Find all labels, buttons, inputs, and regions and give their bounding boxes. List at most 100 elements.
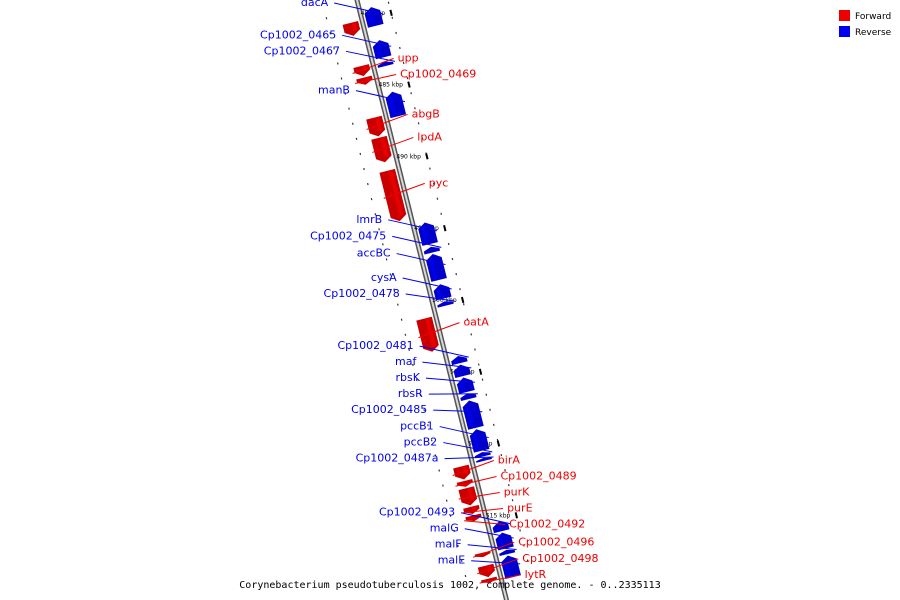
gene-label-purE[interactable]: purE: [507, 501, 532, 514]
gene-lytR-feature[interactable]: [481, 576, 498, 583]
tick-label: 485 kbp: [379, 82, 404, 89]
gene-label-leader: [419, 345, 469, 358]
gene-label-maf[interactable]: maf: [395, 355, 417, 368]
gene-label-lytR[interactable]: lytR: [525, 568, 547, 581]
gene-labels: dacA Cp1002_0465 Cp1002_0467 manB lmrB Cp1002…: [260, 0, 598, 584]
legend-forward-swatch: [839, 10, 850, 21]
legend-forward-label: Forward: [855, 12, 891, 22]
gene-arrow: [451, 355, 468, 366]
gene-arrow-highlight: [365, 77, 370, 81]
gene-label-upp[interactable]: upp: [398, 51, 419, 64]
gene-label-rbsK[interactable]: rbsK: [395, 371, 420, 384]
gene-label-pccB1[interactable]: pccB1: [400, 420, 434, 433]
gene-label-leader: [372, 136, 414, 153]
gene-label-leader: [479, 574, 521, 584]
gene-accBC-feature[interactable]: [426, 254, 447, 282]
gene-label-pccB2[interactable]: pccB2: [404, 436, 438, 449]
gene-malF-feature[interactable]: [499, 549, 516, 557]
gene-Cp1002_0478-feature[interactable]: [437, 301, 454, 308]
gene-label-leader: [471, 560, 521, 565]
gene-arrow: [476, 457, 492, 463]
gene-label-malE[interactable]: malE: [438, 554, 466, 567]
gene-arrow-highlight: [504, 560, 512, 578]
genome-axis: [354, 0, 510, 600]
gene-label-manB[interactable]: manB: [318, 84, 350, 97]
gene-label-lpdA[interactable]: lpdA: [417, 130, 442, 143]
gene-arrow: [460, 393, 477, 401]
gene-arrow-highlight: [462, 466, 468, 475]
gene-dacA-feature[interactable]: [364, 7, 384, 28]
gene-pccB2-feature[interactable]: [474, 452, 491, 459]
gene-label-dacA[interactable]: dacA: [301, 0, 329, 9]
gene-pccB1-feature[interactable]: [469, 429, 490, 453]
legend-forward[interactable]: Forward: [839, 10, 891, 22]
gene-arrow-highlight: [388, 96, 398, 117]
gene-purK-feature[interactable]: [458, 486, 478, 506]
gene-label-leader: [477, 558, 519, 575]
gene-label-leader: [402, 277, 452, 290]
gene-label-Cp1002_0478[interactable]: Cp1002_0478: [324, 287, 400, 300]
tick-mark: [425, 153, 429, 160]
gene-label-Cp1002_0465[interactable]: Cp1002_0465: [260, 28, 336, 41]
gene-label-leader: [334, 2, 384, 15]
gene-label-leader: [418, 322, 460, 339]
gene-label-Cp1002_0481[interactable]: Cp1002_0481: [338, 339, 414, 352]
gene-label-pyc[interactable]: pyc: [429, 176, 449, 189]
gene-Cp1002_0485-feature[interactable]: [462, 400, 484, 430]
gene-rbsR-feature[interactable]: [460, 393, 477, 401]
gene-label-cysA[interactable]: cysA: [371, 271, 397, 284]
gene-lmrB-feature[interactable]: [418, 222, 438, 246]
tick-mark: [496, 440, 501, 447]
gene-arrow: [364, 7, 384, 28]
gene-label-leader: [473, 541, 515, 558]
gene-arrow-highlight: [429, 259, 438, 281]
gene-Cp1002_0487a-feature[interactable]: [476, 457, 492, 463]
gene-label-Cp1002_0492[interactable]: Cp1002_0492: [509, 517, 585, 530]
gene-label-lmrB[interactable]: lmrB: [356, 213, 382, 226]
gene-label-malF[interactable]: malF: [435, 538, 462, 551]
gene-label-Cp1002_0498[interactable]: Cp1002_0498: [522, 552, 598, 565]
gene-label-leader: [405, 293, 455, 302]
gene-label-birA[interactable]: birA: [498, 453, 521, 466]
gene-label-Cp1002_0493[interactable]: Cp1002_0493: [379, 506, 455, 519]
gene-label-leader: [462, 507, 504, 514]
gene-label-Cp1002_0489[interactable]: Cp1002_0489: [500, 469, 576, 482]
gene-arrow-highlight: [380, 137, 389, 158]
gene-rbsK-feature[interactable]: [456, 377, 475, 394]
gene-label-leader: [444, 456, 494, 460]
gene-label-leader: [388, 219, 438, 232]
gene-manB-feature[interactable]: [385, 91, 407, 119]
gene-label-Cp1002_0469[interactable]: Cp1002_0469: [400, 67, 476, 80]
gene-unnamed-feature[interactable]: [342, 21, 361, 36]
gene-label-leader: [461, 512, 511, 525]
gene-label-Cp1002_0487a[interactable]: Cp1002_0487a: [356, 452, 439, 465]
gene-label-Cp1002_0485[interactable]: Cp1002_0485: [351, 403, 427, 416]
gene-label-purK[interactable]: purK: [504, 485, 530, 498]
gene-label-oatA[interactable]: oatA: [463, 316, 489, 329]
gene-Cp1002_0492-feature[interactable]: [465, 513, 482, 522]
gene-Cp1002_0481-feature[interactable]: [451, 355, 468, 366]
gene-label-rbsR[interactable]: rbsR: [398, 387, 423, 400]
axis-line: [355, 0, 508, 600]
legend-reverse[interactable]: Reverse: [839, 26, 892, 38]
gene-label-malG[interactable]: malG: [430, 522, 459, 535]
gene-label-leader: [452, 460, 494, 476]
gene-label-Cp1002_0475[interactable]: Cp1002_0475: [310, 229, 386, 242]
gene-label-leader: [458, 491, 500, 500]
gene-Cp1002_0475-feature[interactable]: [423, 246, 441, 255]
gene-label-leader: [464, 520, 506, 525]
gene-malE-feature[interactable]: [501, 555, 521, 580]
gene-label-leader: [396, 253, 446, 266]
gene-label-Cp1002_0467[interactable]: Cp1002_0467: [264, 44, 340, 57]
gene-arrow-highlight: [375, 45, 383, 58]
legend-reverse-label: Reverse: [855, 28, 892, 38]
gene-label-leader: [342, 34, 392, 47]
gene-Cp1002_0467-feature[interactable]: [377, 61, 394, 68]
gene-label-Cp1002_0496[interactable]: Cp1002_0496: [518, 535, 594, 548]
gene-label-abgB[interactable]: abgB: [412, 107, 440, 120]
gene-maf-feature[interactable]: [453, 364, 471, 379]
tick-label: 515 kbp: [486, 512, 511, 519]
tick-mark: [460, 296, 465, 304]
gene-label-accBC[interactable]: accBC: [357, 247, 391, 260]
